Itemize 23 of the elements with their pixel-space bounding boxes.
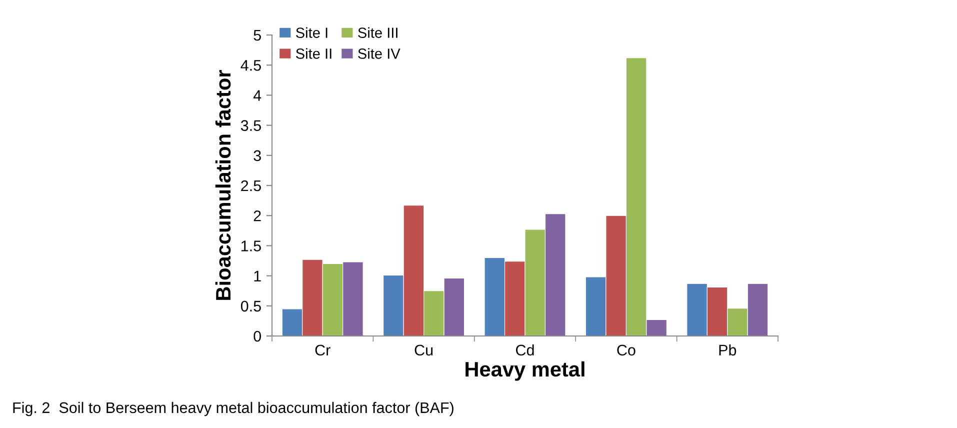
legend-label: Site I [296,27,328,38]
x-tick-label: Co [617,344,636,356]
y-tick-label: 1.5 [242,240,261,252]
legend-label: Site III [358,27,398,38]
y-tick-label: 3.5 [240,120,261,131]
y-tick-label: 4.5 [240,60,261,71]
x-tick-label: Cr [315,344,330,356]
y-tick-label: 3 [254,150,261,162]
caption: Fig. 2 Soil to Berseem heavy metal bioaccumulation factor (BAF) [13,402,454,416]
legend-label: Site II [296,48,332,59]
x-tick-label: Cd [516,344,534,356]
legend-label: Site IV [358,48,400,59]
y-tick-label: 5 [254,30,261,41]
y-tick-label: 0.5 [240,300,261,312]
y-tick-label: 1 [254,270,261,282]
x-tick-label: Pb [719,344,736,356]
y-tick-label: 4 [253,90,262,101]
x-axis-title: Heavy metal [466,361,584,381]
y-tick-label: 2 [254,210,261,222]
y-tick-label: 2.5 [241,180,261,192]
y-tick-label: 0 [254,330,261,342]
x-tick-label: Cu [414,344,433,356]
y-axis-title: Bioaccumulation factor [215,70,231,300]
